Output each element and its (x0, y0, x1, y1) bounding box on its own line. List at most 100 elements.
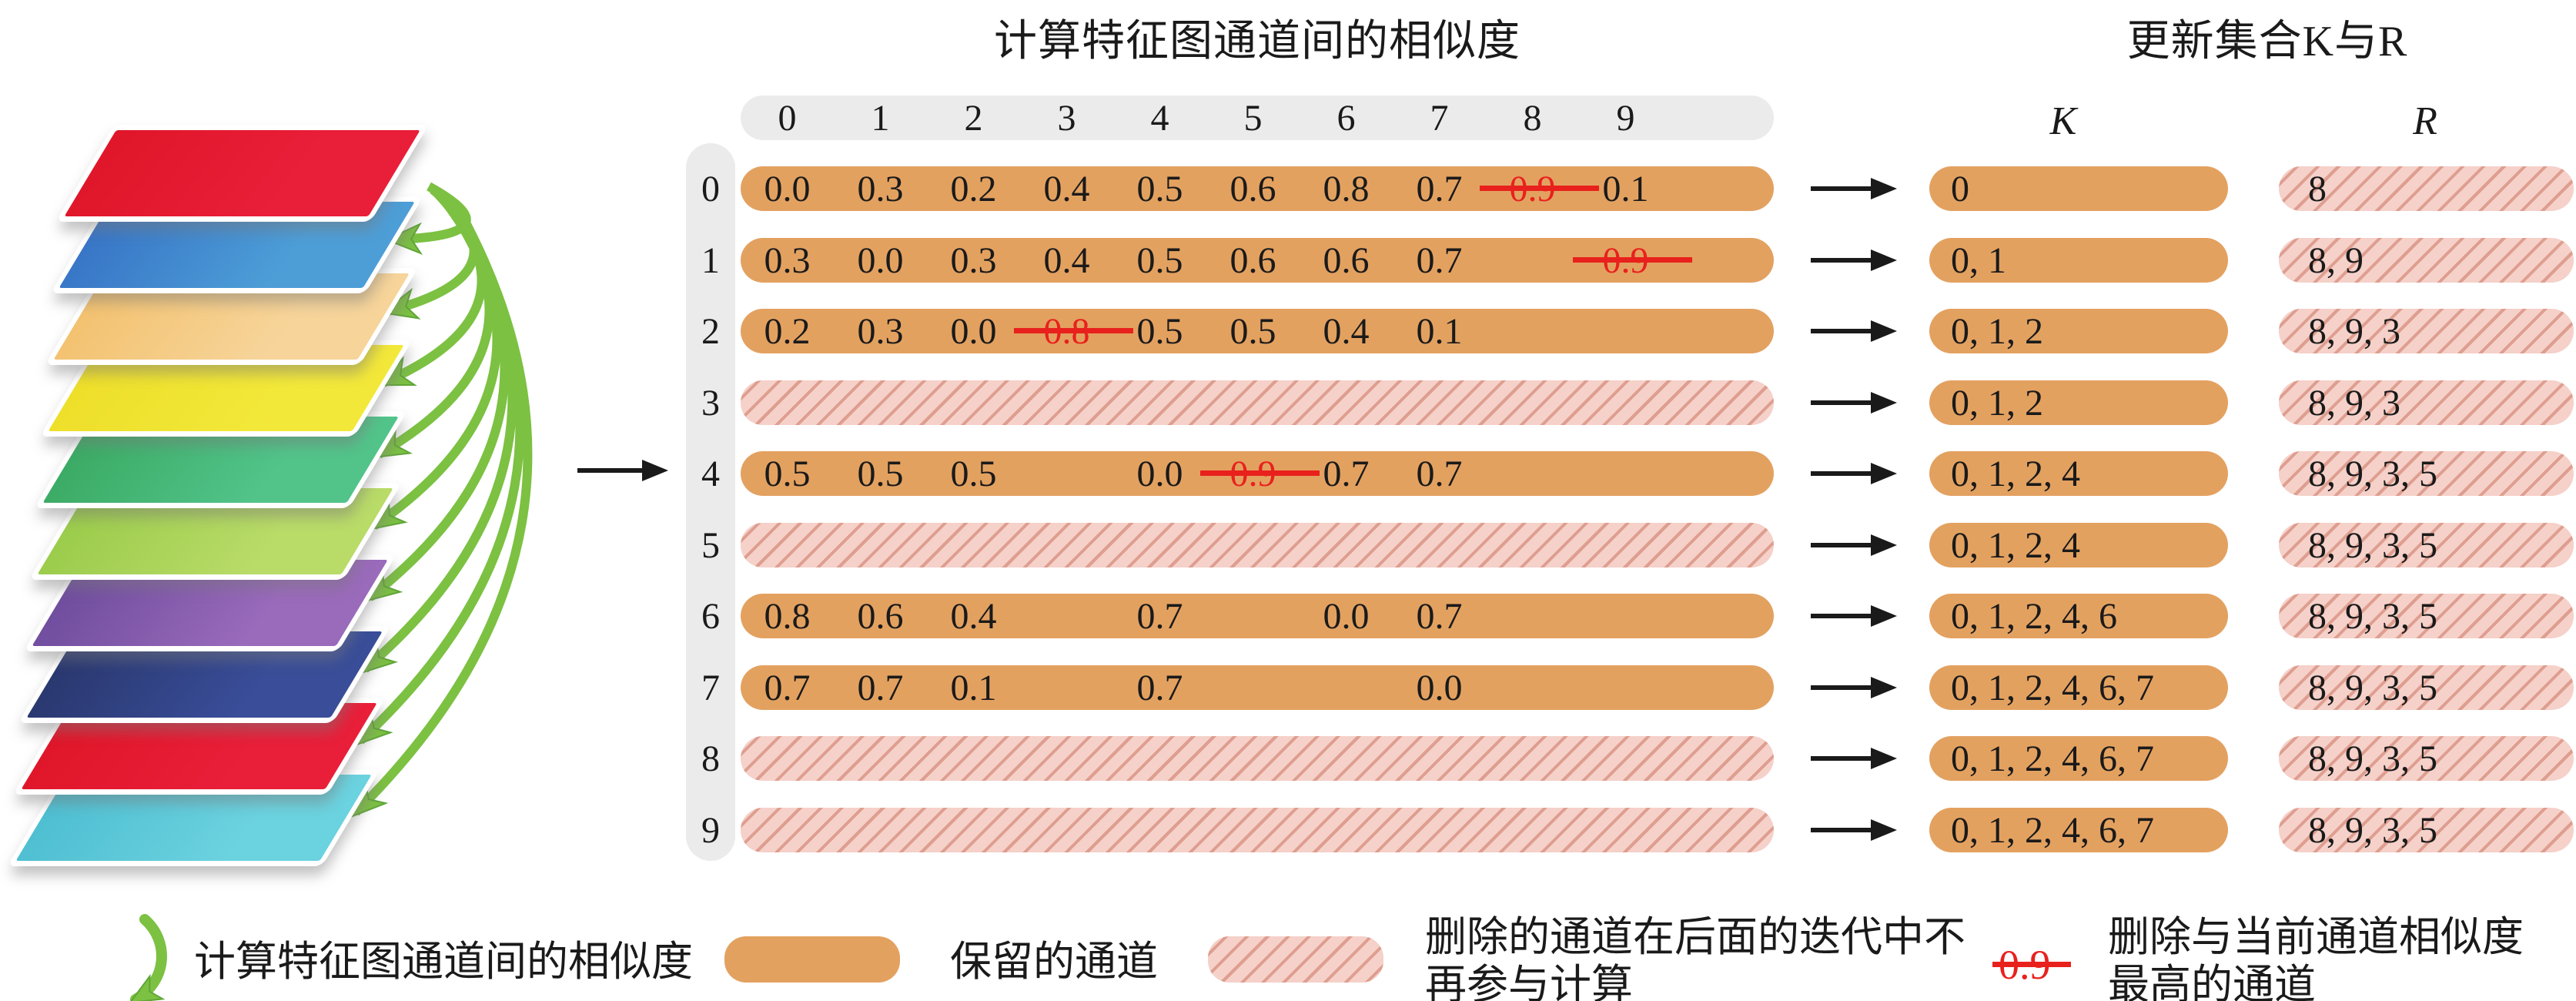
cell-0-5: 0.6 (1229, 168, 1276, 209)
k-set-row-4: 0, 1, 2, 4 (1929, 451, 2228, 496)
cell-6-6: 0.0 (1323, 595, 1370, 637)
row-arrow-2 (1811, 320, 1897, 342)
cell-4-6: 0.7 (1323, 453, 1370, 494)
cell-4-1: 0.5 (857, 453, 904, 494)
r-set-row-8: 8, 9, 3, 5 (2279, 736, 2574, 781)
row-label-6: 6 (701, 596, 720, 637)
cell-7-7: 0.0 (1416, 667, 1463, 708)
cell-6-4: 0.7 (1136, 595, 1183, 637)
legend-similarity-label: 计算特征图通道间的相似度 (194, 939, 693, 985)
channel-similarity-arc-9 (350, 209, 533, 819)
row-arrow-1 (1811, 249, 1897, 271)
cell-1-9-struck: 0.9 (1573, 239, 1692, 282)
matrix-row-label-bar (686, 143, 735, 861)
cell-2-5: 0.5 (1229, 310, 1276, 352)
cell-2-6: 0.4 (1323, 310, 1370, 352)
cell-4-0: 0.5 (764, 453, 811, 494)
col-header-1: 1 (871, 97, 890, 139)
col-header-9: 9 (1616, 97, 1635, 139)
similarity-row-1-kept: 0.3 0.0 0.3 0.4 0.5 0.6 0.6 0.7 0.9 (741, 238, 1774, 283)
cell-2-0: 0.2 (764, 310, 811, 352)
col-header-4: 4 (1150, 97, 1169, 139)
legend-struck-value: 0.9 (1992, 942, 2070, 988)
row-arrow-8 (1811, 748, 1897, 769)
cell-4-5-struck: 0.9 (1200, 453, 1320, 495)
cell-0-3: 0.4 (1043, 168, 1090, 209)
row-label-0: 0 (701, 169, 720, 209)
r-set-row-0: 8 (2279, 166, 2574, 211)
cell-1-2: 0.3 (950, 239, 997, 281)
cell-1-7: 0.7 (1416, 239, 1463, 281)
r-set-row-6: 8, 9, 3, 5 (2279, 594, 2574, 638)
cell-0-1: 0.3 (857, 168, 904, 209)
row-label-2: 2 (701, 311, 720, 352)
similarity-row-6-kept: 0.8 0.6 0.4 0.7 0.0 0.7 (741, 594, 1774, 638)
cell-1-0: 0.3 (764, 239, 811, 281)
cell-7-1: 0.7 (857, 667, 904, 708)
r-set-row-7: 8, 9, 3, 5 (2279, 665, 2574, 710)
row-arrow-5 (1811, 534, 1897, 556)
col-header-6: 6 (1337, 97, 1356, 139)
legend-removed-channel-pill (1208, 936, 1383, 983)
legend-kept-channel-label: 保留的通道 (950, 939, 1158, 985)
feature-map-layer-0 (55, 125, 429, 222)
cell-0-9: 0.1 (1602, 168, 1649, 209)
cell-4-2: 0.5 (950, 453, 997, 494)
legend-green-arrow-icon (128, 914, 167, 1001)
cell-2-4: 0.5 (1136, 310, 1183, 352)
similarity-row-2-kept: 0.2 0.3 0.0 0.8 0.5 0.5 0.4 0.1 (741, 309, 1774, 353)
cell-0-7: 0.7 (1416, 168, 1463, 209)
cell-7-4: 0.7 (1136, 667, 1183, 708)
similarity-row-3-removed (741, 380, 1774, 425)
r-set-row-1: 8, 9 (2279, 238, 2574, 283)
cell-4-7: 0.7 (1416, 453, 1463, 494)
stack-to-matrix-arrow (577, 460, 668, 481)
k-set-row-1: 0, 1 (1929, 238, 2228, 283)
r-column-header: R (2413, 99, 2437, 143)
row-arrow-4 (1811, 463, 1897, 484)
k-set-row-5: 0, 1, 2, 4 (1929, 523, 2228, 567)
row-arrow-9 (1811, 819, 1897, 841)
r-set-row-9: 8, 9, 3, 5 (2279, 808, 2574, 852)
cell-6-0: 0.8 (764, 595, 811, 637)
cell-6-2: 0.4 (950, 595, 997, 637)
cell-2-7: 0.1 (1416, 310, 1463, 352)
k-set-row-0: 0 (1929, 166, 2228, 211)
k-set-row-6: 0, 1, 2, 4, 6 (1929, 594, 2228, 638)
legend-kept-channel-pill (724, 936, 900, 983)
cell-1-3: 0.4 (1043, 239, 1090, 281)
similarity-row-7-kept: 0.7 0.7 0.1 0.7 0.0 (741, 665, 1774, 710)
row-label-5: 5 (701, 525, 720, 566)
cell-6-7: 0.7 (1416, 595, 1463, 637)
col-header-0: 0 (778, 97, 797, 139)
row-arrow-6 (1811, 605, 1897, 627)
r-set-row-3: 8, 9, 3 (2279, 380, 2574, 425)
row-label-3: 3 (701, 383, 720, 424)
cell-0-8-struck: 0.9 (1480, 168, 1599, 210)
cell-0-0: 0.0 (764, 168, 811, 209)
cell-2-3-struck: 0.8 (1014, 310, 1133, 353)
k-set-row-3: 0, 1, 2 (1929, 380, 2228, 425)
cell-1-6: 0.6 (1323, 239, 1370, 281)
similarity-row-4-kept: 0.5 0.5 0.5 0.0 0.9 0.7 0.7 (741, 451, 1774, 496)
legend-removed-channel-label: 删除的通道在后面的迭代中不再参与计算 (1425, 914, 1965, 1001)
cell-0-2: 0.2 (950, 168, 997, 209)
k-set-row-9: 0, 1, 2, 4, 6, 7 (1929, 808, 2228, 852)
update-sets-title: 更新集合K与R (2126, 18, 2408, 65)
cell-1-4: 0.5 (1136, 239, 1183, 281)
cell-7-0: 0.7 (764, 667, 811, 708)
col-header-8: 8 (1523, 97, 1542, 139)
similarity-row-0-kept: 0.0 0.3 0.2 0.4 0.5 0.6 0.8 0.7 0.9 0.1 (741, 166, 1774, 211)
cell-0-4: 0.5 (1136, 168, 1183, 209)
col-header-7: 7 (1430, 97, 1449, 139)
k-set-row-2: 0, 1, 2 (1929, 309, 2228, 353)
similarity-row-8-removed (741, 736, 1774, 781)
cell-2-1: 0.3 (857, 310, 904, 352)
cell-7-2: 0.1 (950, 667, 997, 708)
legend-struck-label: 删除与当前通道相似度最高的通道 (2108, 914, 2524, 1001)
col-header-2: 2 (964, 97, 983, 139)
stack-similarity-arrows (350, 182, 533, 819)
row-label-1: 1 (701, 240, 720, 281)
row-label-9: 9 (701, 810, 720, 851)
